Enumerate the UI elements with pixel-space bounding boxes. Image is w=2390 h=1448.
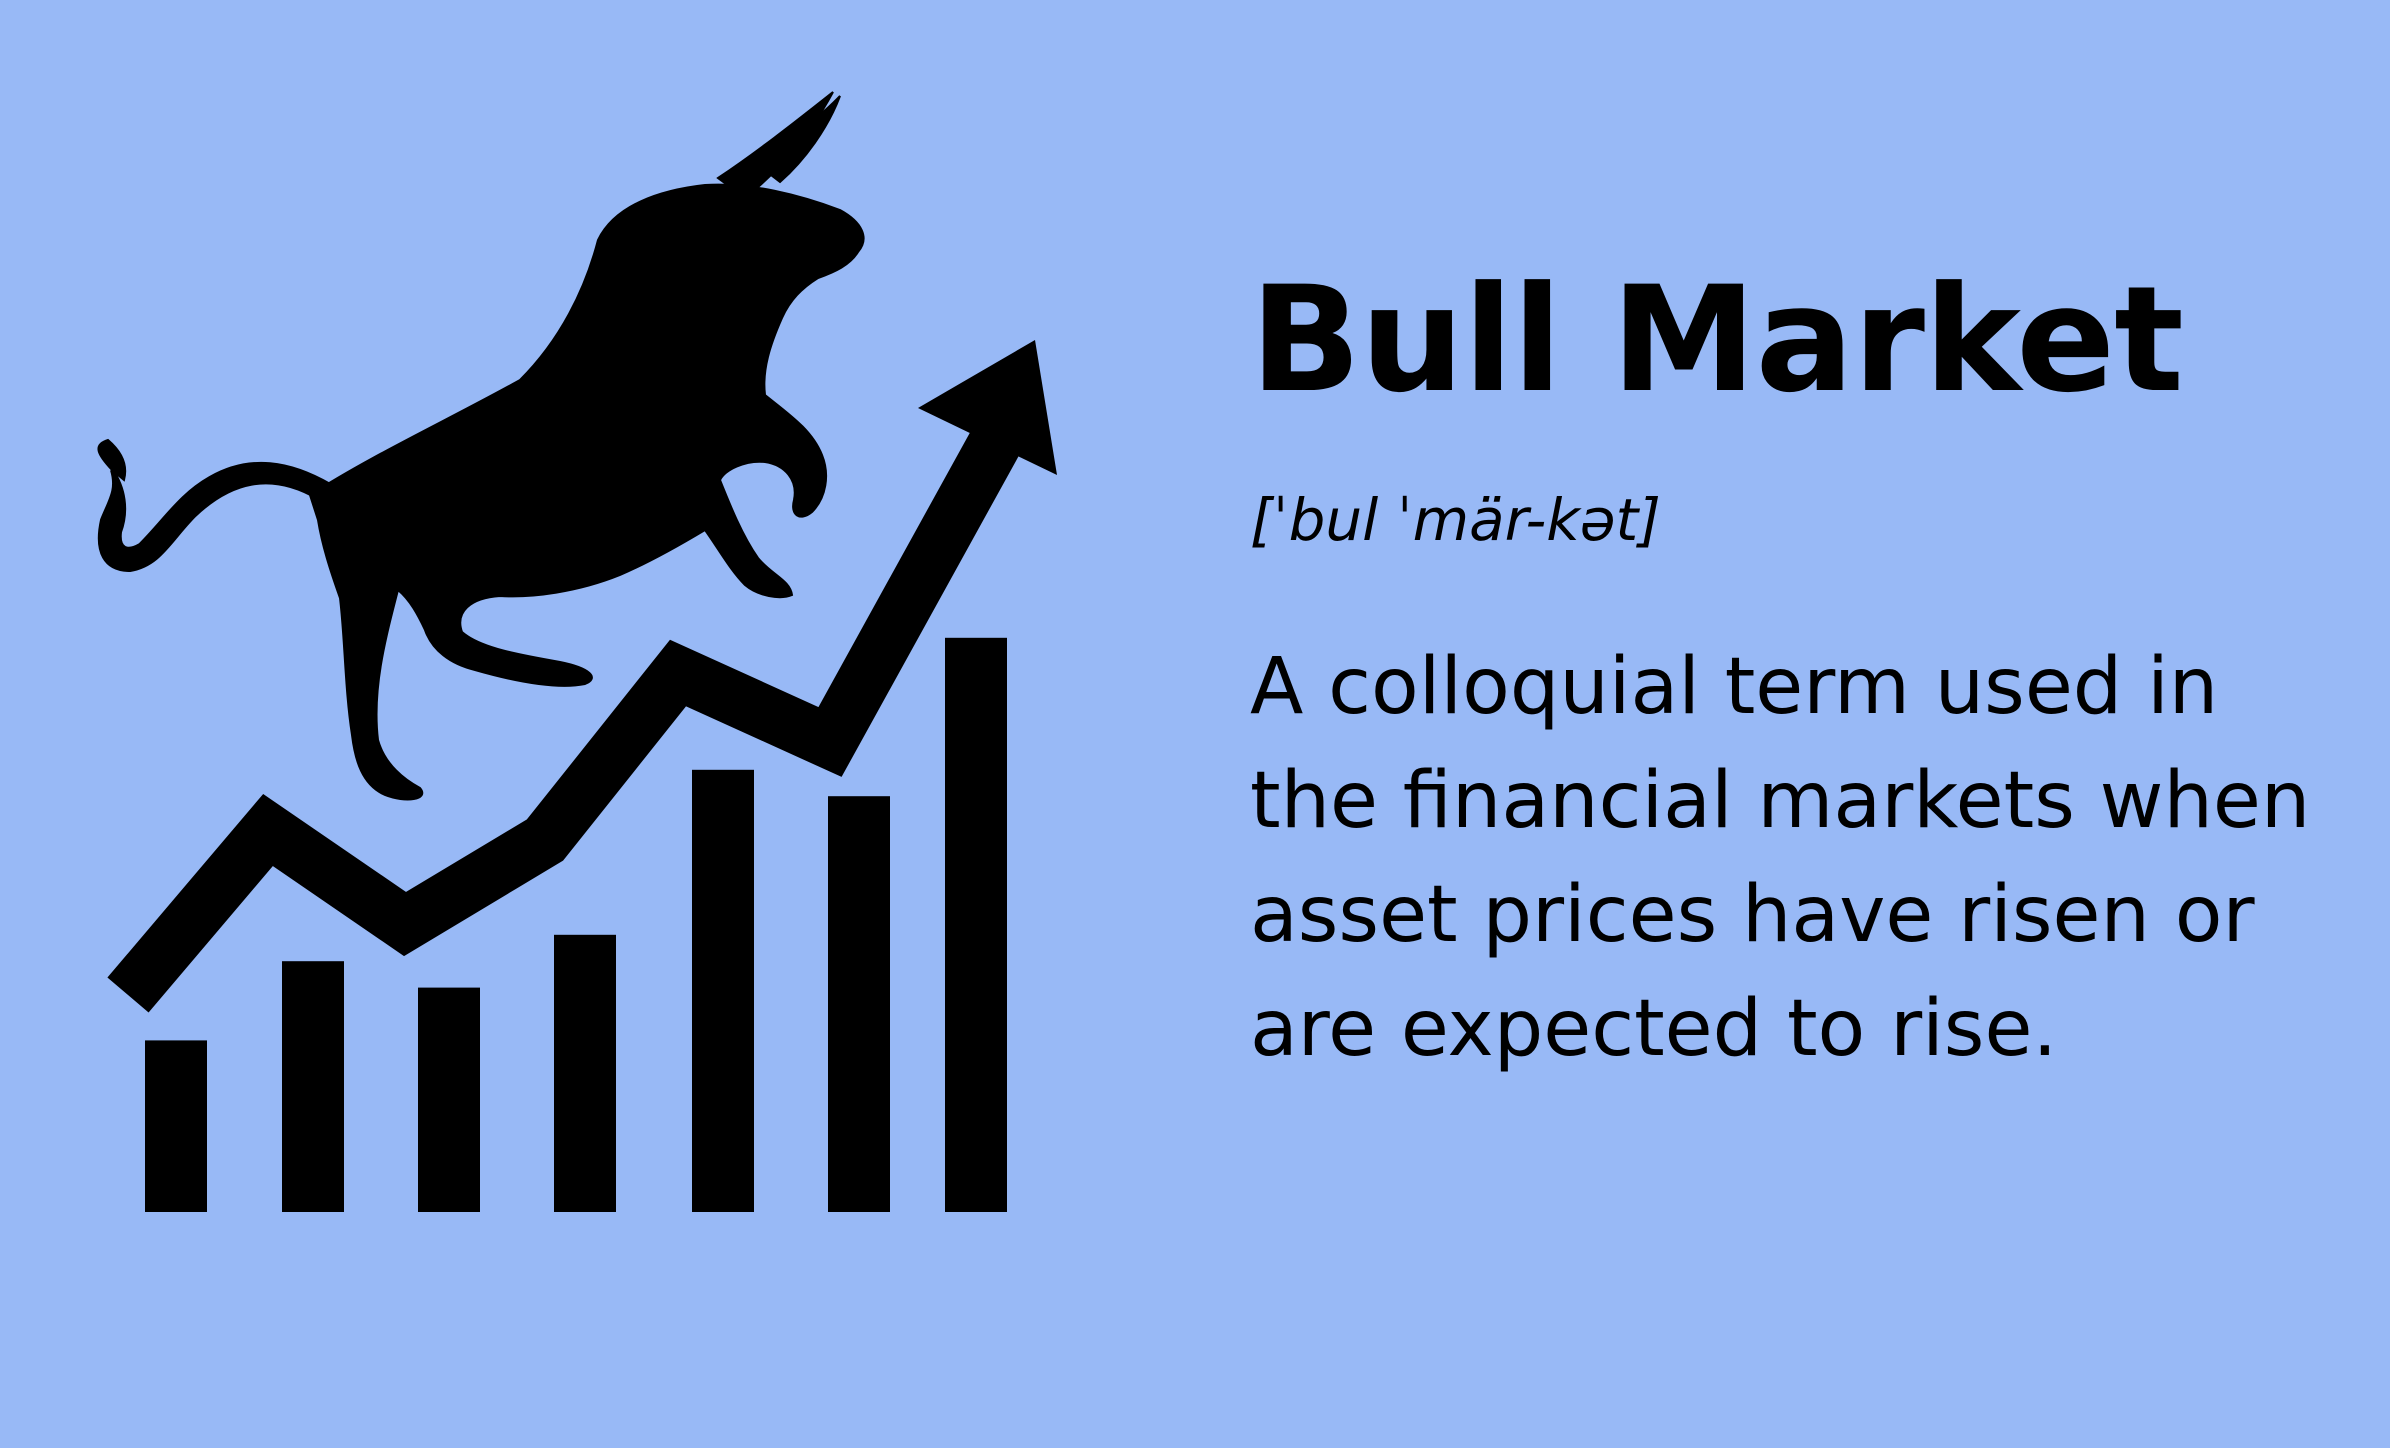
definition-text: A colloquial term used in the financial … (1250, 630, 2350, 1086)
chart-bar (282, 961, 344, 1212)
pronunciation: [ˈbul ˈmär-kət] (1250, 480, 2350, 560)
definition-panel: Bull Market [ˈbul ˈmär-kət] A colloquial… (1250, 250, 2350, 1086)
chart-bar (554, 935, 616, 1212)
chart-bar (418, 988, 480, 1212)
chart-bar (692, 770, 754, 1212)
bar-chart-icon (145, 638, 1007, 1212)
illustration-svg (0, 0, 1100, 1448)
chart-bar (828, 796, 890, 1212)
bull-market-illustration (0, 0, 1100, 1448)
chart-bar (145, 1040, 207, 1212)
chart-bar (945, 638, 1007, 1212)
term-title: Bull Market (1250, 250, 2350, 430)
